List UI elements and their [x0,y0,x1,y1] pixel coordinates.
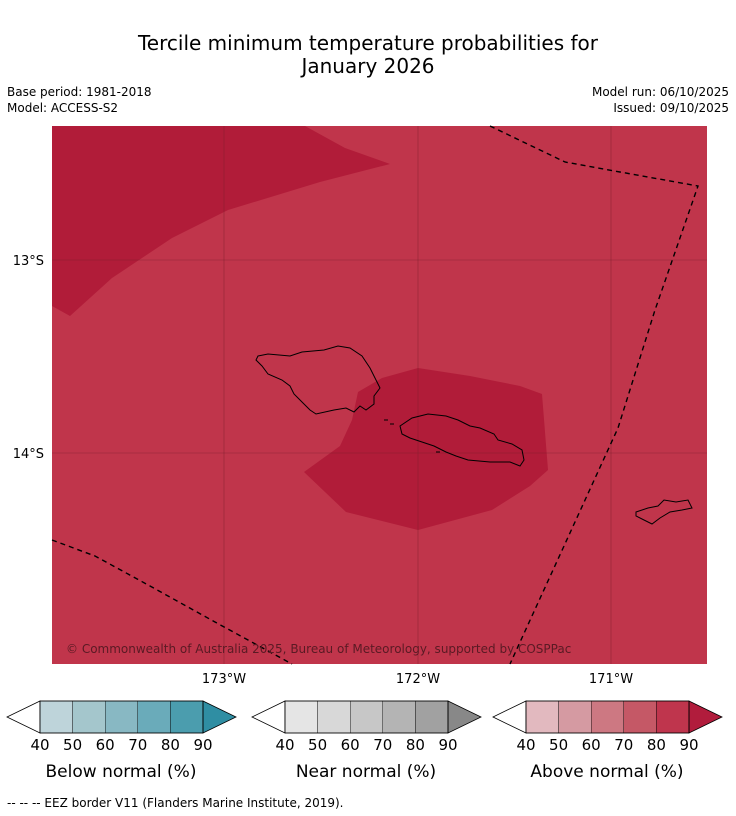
colorbar-label-above: Above normal (%) [530,762,684,782]
colorbar-panel: 40 50 60 70 80 90 40 50 60 70 80 90 40 50 60 70 80 90 [6,700,723,754]
colorbar-segment [656,700,690,734]
colorbar-segment [39,700,73,734]
map-title-line-2: January 2026 [301,54,435,78]
colorbar-tick-label: 40 [516,736,535,754]
colorbar-tick-label: 90 [438,736,457,754]
upolu-island [399,413,525,467]
colorbar-near-normal: 40 50 60 70 80 90 [251,700,482,754]
colorbar-tick-label: 70 [614,736,633,754]
colorbar-outline [525,700,690,734]
colorbar-segment [591,700,625,734]
colorbar-segment [104,700,138,734]
colorbar-extend-low [492,700,527,734]
colorbar-label-near: Near normal (%) [295,762,437,782]
colorbar-tick-label: 50 [549,736,568,754]
colorbar-label-below: Below normal (%) [45,762,197,782]
lon-label-172w: 172°W [396,672,440,687]
colorbar-segment [558,700,592,734]
colorbar-below-normal: 40 50 60 70 80 90 [6,700,237,754]
savaii-island [255,345,381,415]
apolima-manono-islets [384,419,440,453]
lat-label-14s: 14°S [13,447,44,462]
lat-label-13s: 13°S [13,254,44,269]
colorbar-tick-label: 60 [341,736,360,754]
model-name: Model: ACCESS-S2 [7,101,119,115]
colorbar-tick-label: 80 [647,736,666,754]
high-probability-zone-upolu [304,368,548,530]
colorbar-extend-low [6,700,41,734]
colorbar-segment [170,700,204,734]
colorbar-tick-label: 40 [30,736,49,754]
lon-label-171w: 171°W [589,672,633,687]
eez-footnote: -- -- -- EEZ border V11 (Flanders Marine… [7,796,344,810]
colorbar-tick-label: 40 [275,736,294,754]
colorbar-tick-label: 50 [63,736,82,754]
colorbar-tick-label: 80 [161,736,180,754]
colorbar-outline [284,700,449,734]
colorbar-extend-high [202,700,237,734]
colorbar-segment [72,700,106,734]
colorbar-extend-high [447,700,482,734]
model-run: Model run: 06/10/2025 [591,85,729,99]
colorbar-tick-label: 90 [679,736,698,754]
islands [255,345,693,525]
colorbar-tick-label: 70 [128,736,147,754]
colorbar-above-normal: 40 50 60 70 80 90 [492,700,723,754]
graticule [52,126,707,664]
base-period: Base period: 1981-2018 [7,85,152,99]
colorbar-tick-label: 50 [308,736,327,754]
colorbar-extend-low [251,700,286,734]
map-canvas: © Commonwealth of Australia 2025, Bureau… [13,125,707,687]
high-probability-zone-northwest [52,126,390,316]
colorbar-segment [350,700,384,734]
map-title-line-1: Tercile minimum temperature probabilitie… [137,31,599,55]
tutuila-island [635,499,693,525]
colorbar-segment [525,700,559,734]
colorbar-segment [623,700,657,734]
colorbar-tick-label: 60 [96,736,115,754]
colorbar-tick-label: 80 [406,736,425,754]
colorbar-segment [317,700,351,734]
copyright-text: © Commonwealth of Australia 2025, Bureau… [66,642,571,656]
colorbar-tick-label: 70 [373,736,392,754]
colorbar-segment [415,700,449,734]
colorbar-segment [382,700,416,734]
issued-date: Issued: 09/10/2025 [613,101,729,115]
colorbar-tick-label: 60 [582,736,601,754]
colorbar-tick-label: 90 [193,736,212,754]
eez-border [51,125,699,665]
eez-border-southwest [51,539,293,665]
eez-border-east [489,125,699,665]
colorbar-segment [284,700,318,734]
colorbar-extend-high [688,700,723,734]
colorbar-outline [39,700,204,734]
lon-label-173w: 173°W [202,672,246,687]
colorbar-segment [137,700,171,734]
